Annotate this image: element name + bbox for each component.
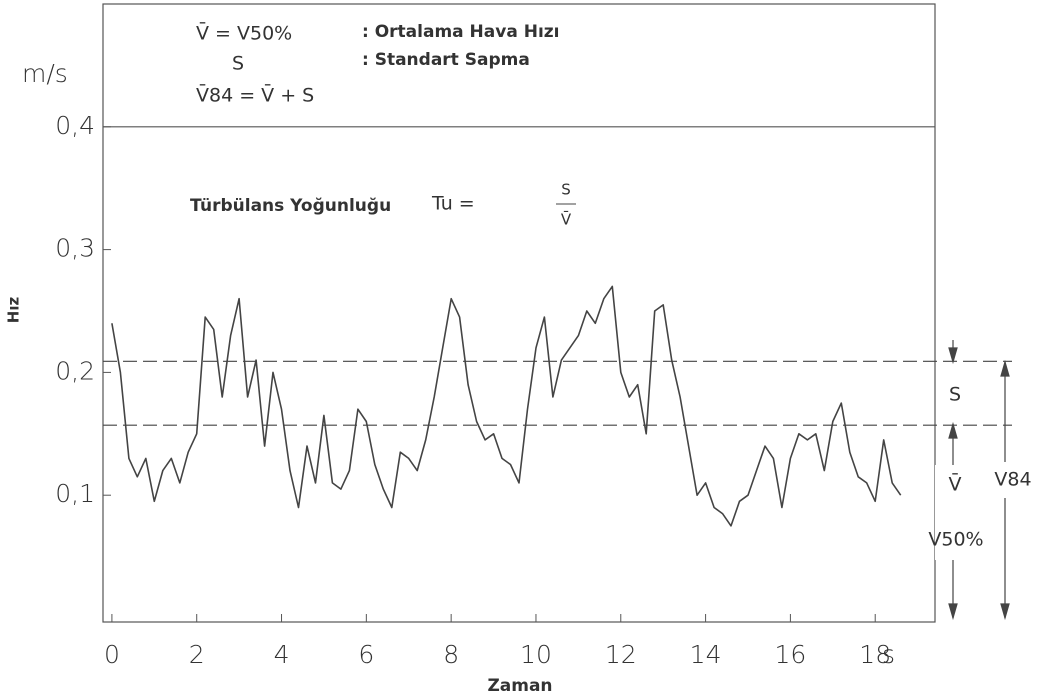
formula-label: Türbülans Yoğunluğu: [190, 196, 391, 216]
x-tick-label: 0: [104, 640, 120, 669]
legend-symbol: V̄84 = V̄ + S: [196, 82, 314, 106]
x-tick-label: 14: [690, 640, 722, 669]
y-tick-label: 0,1: [55, 479, 95, 508]
legend-symbol: V̄ = V50%: [196, 20, 292, 44]
plot-frame: [102, 3, 936, 623]
legend-text: : Ortalama Hava Hızı: [362, 22, 560, 42]
label-bg: [935, 465, 975, 560]
annotation: S: [949, 384, 961, 406]
annotation: V̄: [949, 471, 962, 495]
annotation: V84: [994, 469, 1031, 491]
x-tick-label: 8: [443, 640, 459, 669]
y-unit: m/s: [22, 59, 68, 88]
y-axis-label: Hız: [5, 297, 23, 324]
y-tick-label: 0,2: [55, 356, 95, 385]
y-tick-label: 0,3: [55, 234, 95, 263]
label-bg: [940, 380, 966, 410]
x-unit: s: [882, 640, 895, 669]
legend-text: : Standart Sapma: [362, 50, 530, 70]
annotation: V50%: [928, 529, 983, 551]
formula-den: V̄: [561, 210, 572, 229]
x-tick-label: 10: [520, 640, 552, 669]
formula-lhs: Tu =: [431, 193, 475, 215]
x-tick-label: 2: [189, 640, 205, 669]
x-tick-label: 6: [358, 640, 374, 669]
x-tick-label: 4: [274, 640, 290, 669]
label-bg: [992, 462, 1032, 498]
y-tick-label: 0,4: [55, 111, 95, 140]
x-tick-label: 16: [774, 640, 806, 669]
formula-num: S: [561, 181, 571, 199]
x-axis-label: Zaman: [487, 676, 552, 696]
x-tick-label: 18: [859, 640, 891, 669]
legend-symbol: S: [232, 53, 244, 75]
data-line: [111, 285, 902, 527]
x-tick-label: 12: [605, 640, 637, 669]
